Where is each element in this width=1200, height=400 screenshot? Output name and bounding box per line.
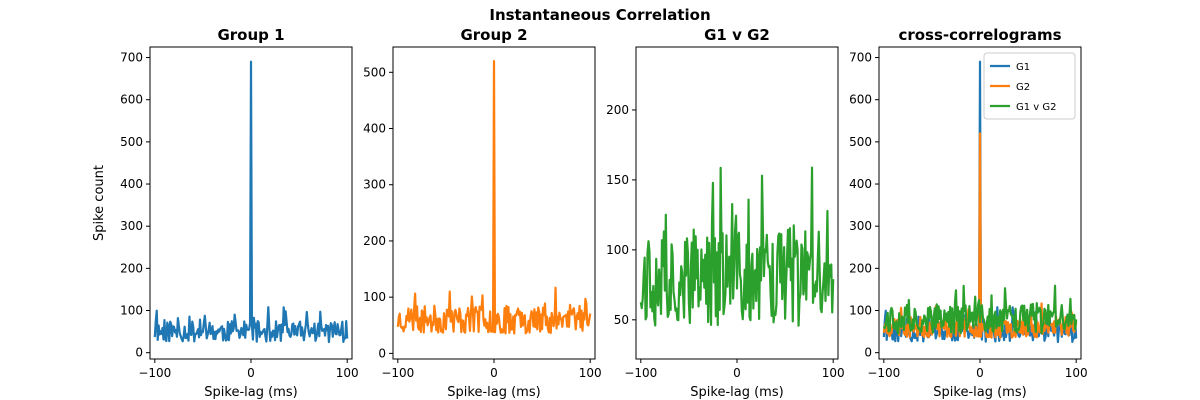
series-line-g1-v-g2 [882,284,1078,335]
series-group [882,60,1078,344]
panel-title: Group 2 [460,26,527,44]
series-line-1 [639,166,835,327]
x-tick-label: −100 [624,366,657,380]
y-tick-label: 400 [363,122,386,136]
y-tick-label: 700 [120,51,143,65]
x-tick-label: 100 [336,366,359,380]
x-tick-label: 100 [1065,366,1088,380]
legend-box [983,52,1076,120]
y-tick-label: 500 [849,135,872,149]
y-tick-label: 150 [606,173,629,187]
x-tick-label: 0 [490,366,498,380]
y-tick-label: 400 [849,177,872,191]
y-tick-label: 100 [120,304,143,318]
y-tick-label: 500 [120,135,143,149]
legend-label: G1 v G2 [1016,102,1057,113]
series-line-1 [153,60,349,344]
x-tick-label: −100 [138,366,171,380]
y-tick-label: 100 [363,290,386,304]
x-tick-label: 0 [976,366,984,380]
x-tick-label: 0 [247,366,255,380]
x-tick-label: 0 [733,366,741,380]
panel-4: cross-correlograms −100 0 100 0 100 200 300 400 5… [849,26,1088,400]
y-tick-label: 300 [849,219,872,233]
y-tick-label: 0 [864,346,872,360]
y-tick-label: 100 [849,304,872,318]
y-tick-label: 300 [120,219,143,233]
figure-suptitle: Instantaneous Correlation [489,6,710,24]
x-axis-label: Spike-lag (ms) [204,385,297,400]
legend-label: G1 [1016,62,1030,73]
y-tick-label: 0 [378,346,386,360]
legend: G1 G2 G1 v G2 [983,52,1076,120]
series-line-1 [396,59,592,335]
y-tick-label: 600 [120,93,143,107]
x-axis-label: Spike-lag (ms) [447,385,540,400]
x-axis-label: Spike-lag (ms) [933,385,1026,400]
x-tick-label: −100 [381,366,414,380]
panel-title: cross-correlograms [898,26,1061,44]
panel-3: G1 v G2 −100 0 100 50 100 150 200 Spike-lag (ms) [606,26,845,400]
y-tick-label: 300 [363,178,386,192]
panel-title: G1 v G2 [704,26,770,44]
series-line-g2 [882,132,1078,339]
panel-1: Group 1 −100 0 100 0 100 200 300 400 500 600 700 Spi… [92,26,359,400]
y-axis-label: Spike count [92,165,107,241]
y-tick-label: 200 [849,261,872,275]
series-group [396,59,592,335]
y-tick-label: 500 [363,65,386,79]
y-tick-label: 200 [363,234,386,248]
x-axis-label: Spike-lag (ms) [690,385,783,400]
x-tick-label: 100 [579,366,602,380]
y-tick-label: 200 [120,261,143,275]
y-tick-label: 200 [606,103,629,117]
series-group [639,166,835,327]
series-group [153,60,349,344]
series-line-g1 [882,60,1078,344]
axes-frame [635,46,839,360]
y-tick-label: 400 [120,177,143,191]
x-tick-label: 100 [822,366,845,380]
y-tick-label: 600 [849,93,872,107]
y-tick-label: 100 [606,243,629,257]
panel-2: Group 2 −100 0 100 0 100 200 300 400 500 Spike-lag… [363,26,602,400]
x-tick-label: −100 [867,366,900,380]
panel-title: Group 1 [217,26,284,44]
y-tick-label: 700 [849,51,872,65]
y-tick-label: 50 [614,313,629,327]
y-tick-label: 0 [135,346,143,360]
legend-label: G2 [1016,82,1030,93]
